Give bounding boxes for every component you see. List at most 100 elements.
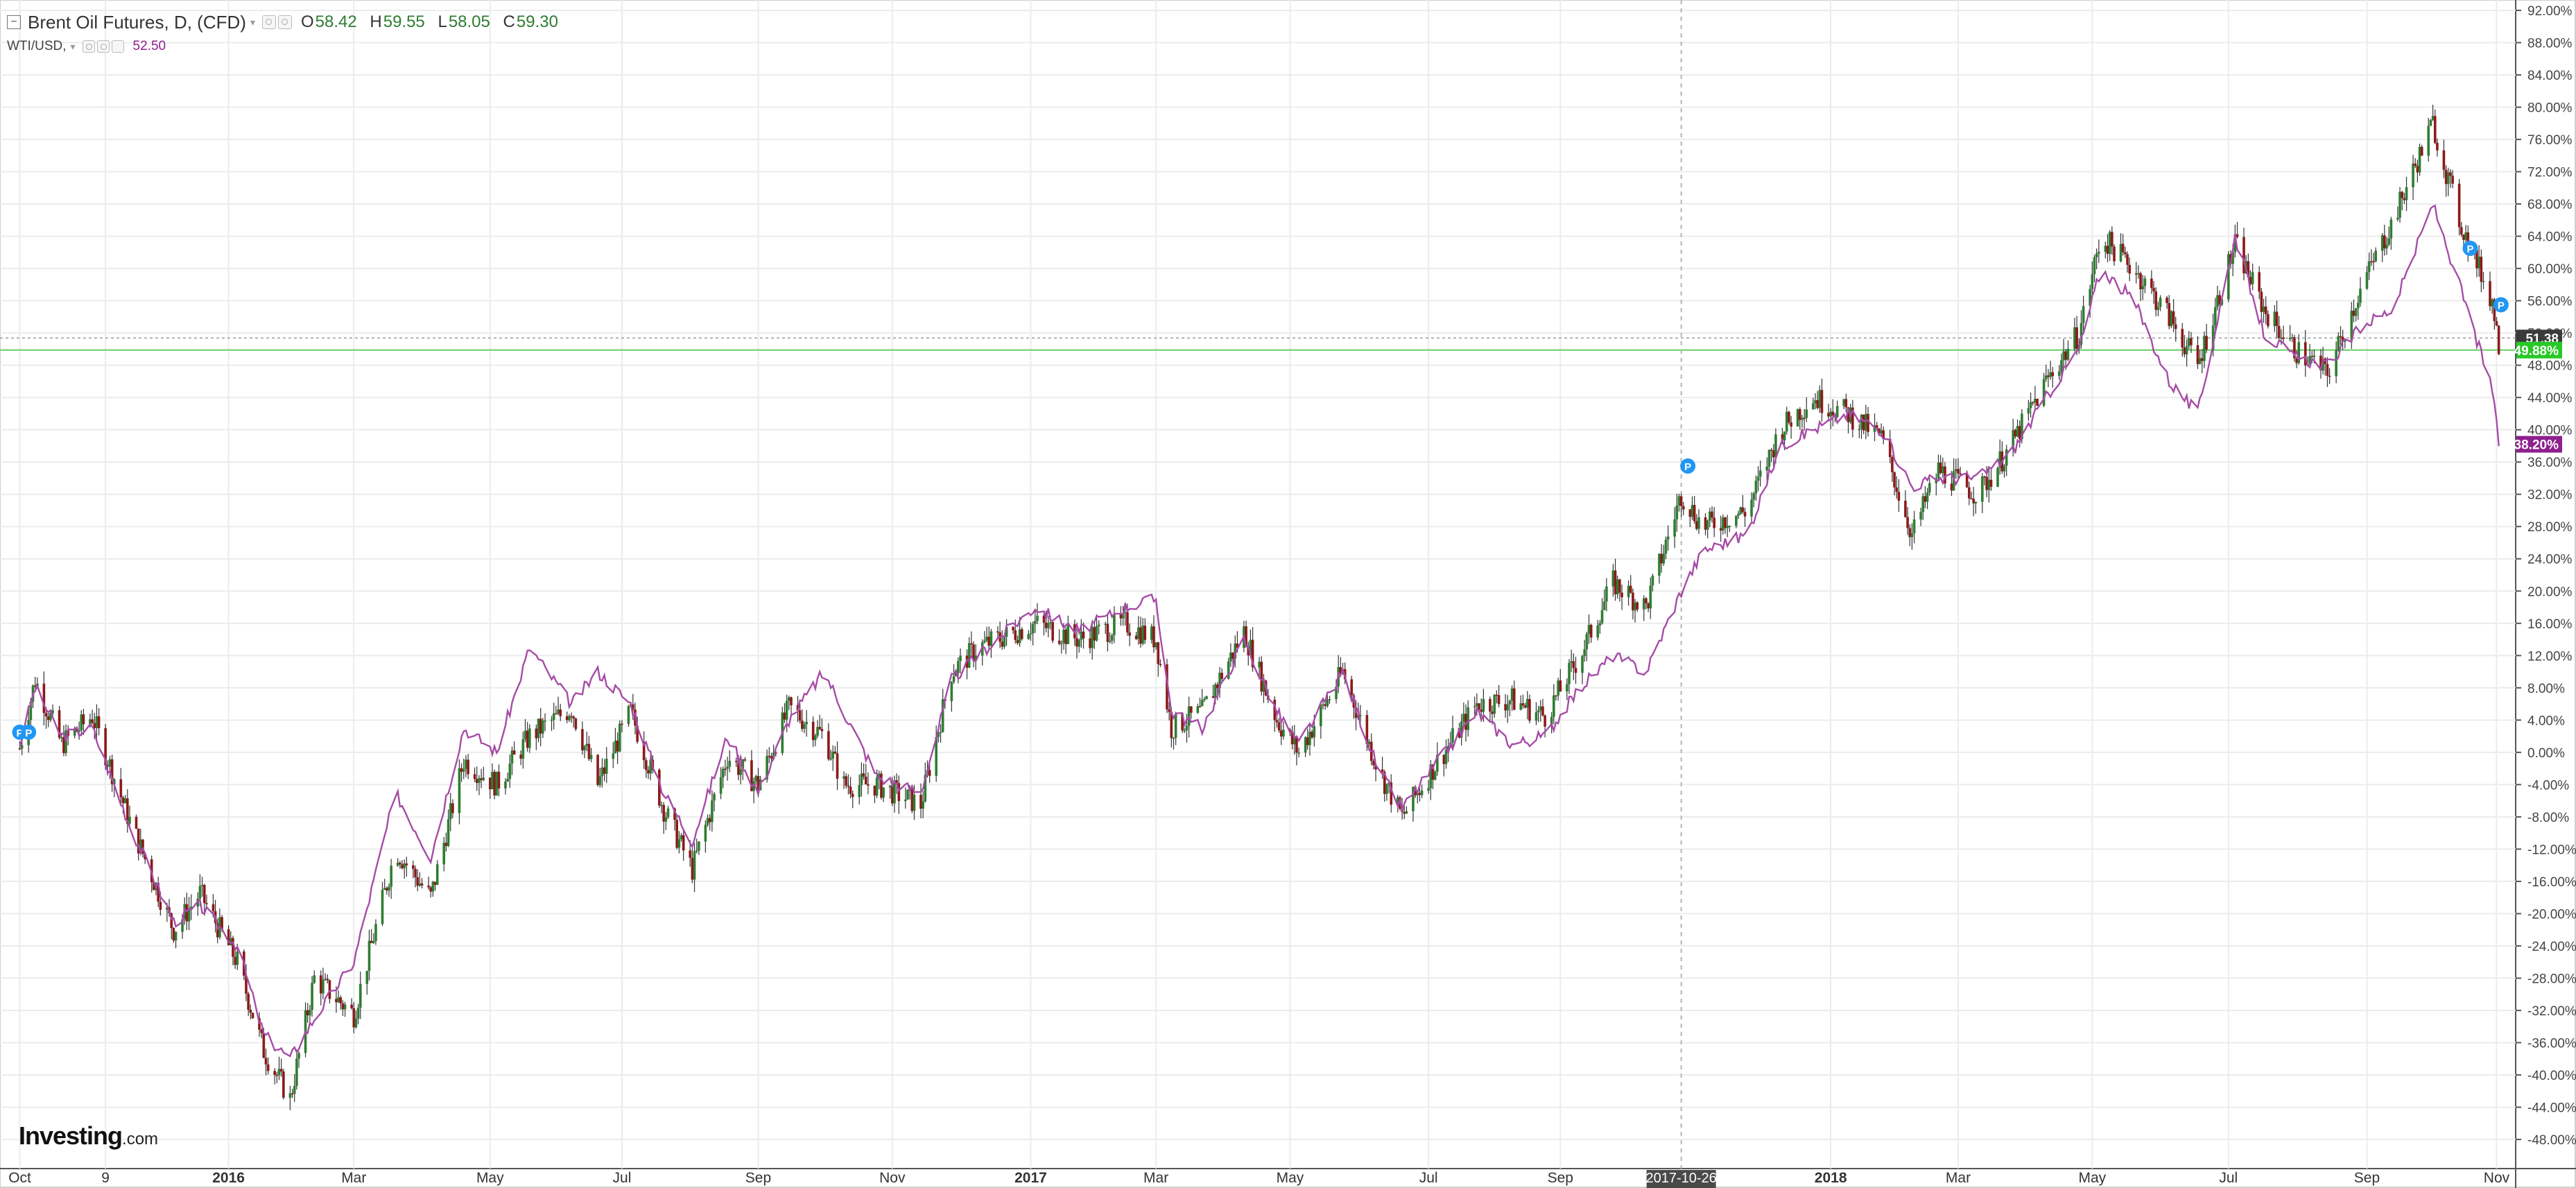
candle-body	[1093, 627, 1096, 641]
y-tick-label: -28.00%	[2527, 972, 2576, 986]
series-title[interactable]: Brent Oil Futures, D, (CFD)	[28, 11, 246, 33]
candle	[922, 791, 924, 818]
candle-body	[904, 799, 907, 802]
candle	[2403, 192, 2406, 205]
candle	[1772, 444, 1775, 468]
visibility-icon[interactable]	[261, 15, 276, 29]
marker-label: P	[25, 728, 32, 739]
candle	[1196, 703, 1200, 714]
candle-body	[2493, 299, 2496, 321]
x-tick-label: Mar	[1946, 1170, 1971, 1186]
candle-body	[616, 740, 619, 752]
candle-body	[1493, 694, 1496, 714]
compare-title[interactable]: WTI/USD,	[7, 39, 67, 53]
candle-body	[420, 883, 424, 886]
settings-icon[interactable]	[277, 15, 292, 29]
candle-body	[185, 904, 189, 922]
candle-body	[128, 816, 131, 824]
candle-body	[2275, 311, 2279, 327]
candle	[1390, 774, 1393, 813]
candle	[1168, 701, 1170, 721]
candle	[1282, 721, 1285, 740]
settings-icon[interactable]	[96, 40, 110, 53]
candle-body	[1583, 649, 1586, 657]
candle	[1159, 659, 1162, 667]
candle	[989, 628, 993, 658]
candle-body	[1247, 647, 1250, 655]
candle	[326, 974, 329, 984]
candle-body	[2420, 146, 2423, 156]
candle-body	[1523, 705, 1527, 708]
candle-body	[1110, 635, 1114, 641]
candle-body	[739, 769, 742, 775]
y-tick-label: -48.00%	[2527, 1133, 2576, 1148]
candle	[814, 733, 817, 747]
visibility-icon[interactable]	[82, 40, 95, 53]
candle	[1027, 630, 1030, 640]
x-tick-label: Nov	[2484, 1170, 2510, 1186]
close-label: C	[503, 12, 515, 31]
candle	[2319, 349, 2322, 379]
candle-body	[967, 643, 971, 668]
candle	[2170, 310, 2173, 329]
candle-body	[589, 755, 593, 759]
candle-body	[216, 923, 219, 938]
chevron-down-icon[interactable]: ▾	[70, 40, 76, 52]
candle-body	[1405, 811, 1408, 814]
candle-body	[1108, 640, 1112, 642]
chevron-down-icon[interactable]: ▾	[250, 16, 255, 28]
price-axis[interactable]: 92.00% 88.00% 84.00% 80.00% 76.00% 72.00% 68.0…	[2516, 4, 2576, 1148]
candle	[339, 995, 343, 1010]
candle	[95, 704, 98, 739]
investing-logo[interactable]: Investing .com	[19, 1121, 158, 1151]
candle-body	[1535, 712, 1538, 721]
candle-body	[2064, 351, 2068, 360]
candle	[396, 858, 399, 867]
candle-body	[2449, 172, 2452, 176]
candle-body	[297, 1053, 300, 1059]
candle-body	[2154, 291, 2158, 310]
candle-body	[251, 1013, 254, 1019]
candle-body	[724, 768, 727, 771]
candle-body	[2303, 342, 2307, 365]
candle-body	[49, 713, 52, 721]
candle-body	[2267, 314, 2270, 327]
candle-body	[1719, 528, 1722, 531]
horizontal-line-layer[interactable]	[0, 337, 2516, 352]
candle	[2478, 245, 2480, 277]
candle-body	[187, 909, 191, 922]
candle-body	[1436, 755, 1439, 772]
candle-body	[2200, 358, 2204, 361]
close-icon[interactable]	[111, 40, 124, 53]
candle	[189, 894, 193, 920]
candle-body	[1620, 592, 1623, 598]
candle-body	[970, 643, 973, 645]
candle	[2343, 339, 2346, 349]
candle-body	[491, 771, 494, 789]
candle	[1695, 514, 1698, 531]
candle	[429, 886, 433, 898]
time-axis[interactable]: Oct 9 2016 Mar May Jul Sep Nov 2017 Mar May Jul Sep 2…	[8, 1170, 2510, 1188]
candle	[1005, 619, 1008, 646]
candle-body	[2021, 413, 2023, 440]
candle-body	[2143, 278, 2147, 286]
candle-body	[1412, 786, 1415, 811]
candle	[585, 731, 589, 752]
candle-body	[867, 784, 870, 786]
collapse-icon[interactable]: −	[7, 15, 21, 29]
candle	[2308, 343, 2311, 366]
candle-body	[662, 804, 665, 822]
candle-body	[20, 745, 24, 749]
candle-body	[570, 716, 573, 718]
candle	[482, 766, 485, 782]
candle	[1521, 694, 1525, 709]
candle	[1939, 455, 1942, 474]
candle-body	[46, 716, 50, 721]
candle-body	[1020, 629, 1023, 639]
candle-body	[2374, 250, 2377, 261]
candle	[297, 1051, 300, 1068]
x-tick-label: Jul	[2219, 1170, 2238, 1186]
candle-body	[2108, 232, 2111, 255]
candle	[1152, 615, 1155, 653]
